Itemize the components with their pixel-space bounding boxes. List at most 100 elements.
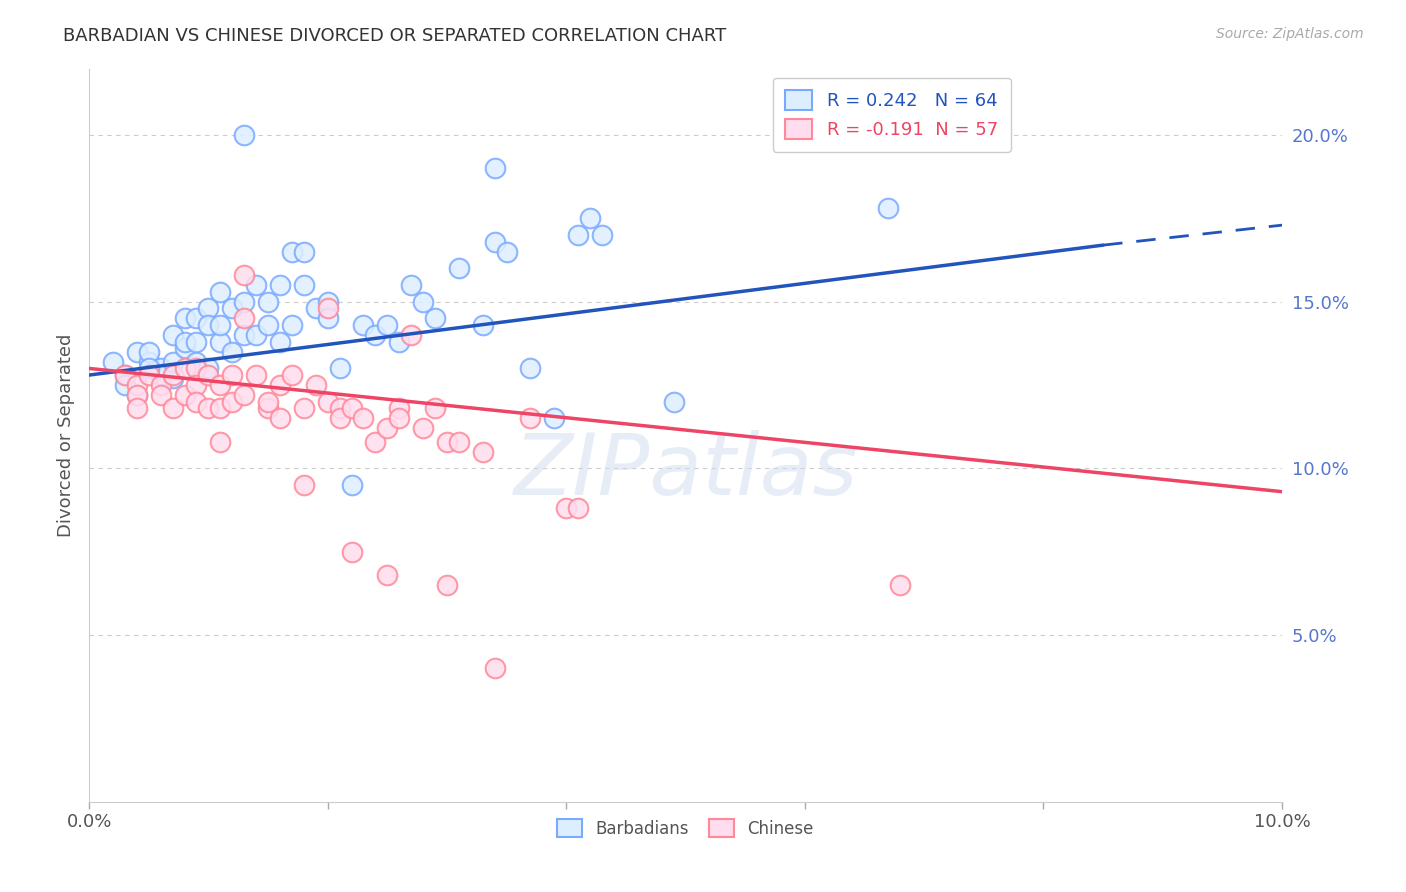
Point [364,328,387,343]
Point [162,401,184,416]
Point [245,278,267,293]
Point [423,311,446,326]
Point [281,244,304,259]
Point [399,328,422,343]
Point [221,368,243,382]
Point [162,368,184,382]
Point [257,394,280,409]
Point [316,311,339,326]
Point [173,342,195,356]
Point [471,444,494,458]
Point [329,361,352,376]
Point [316,394,339,409]
Point [555,501,578,516]
Text: Source: ZipAtlas.com: Source: ZipAtlas.com [1216,27,1364,41]
Point [197,401,219,416]
Point [245,328,267,343]
Text: ZIPatlas: ZIPatlas [513,430,858,513]
Point [375,421,398,435]
Point [221,394,243,409]
Point [209,285,232,299]
Point [173,334,195,349]
Point [149,388,172,402]
Point [197,368,219,382]
Point [567,228,589,243]
Point [138,368,160,382]
Point [375,568,398,582]
Point [388,401,411,416]
Point [662,394,685,409]
Point [173,361,195,376]
Point [567,501,589,516]
Point [138,344,160,359]
Point [233,268,256,282]
Point [281,368,304,382]
Point [543,411,565,425]
Y-axis label: Divorced or Separated: Divorced or Separated [58,334,75,537]
Point [329,401,352,416]
Point [447,261,470,276]
Text: BARBADIAN VS CHINESE DIVORCED OR SEPARATED CORRELATION CHART: BARBADIAN VS CHINESE DIVORCED OR SEPARAT… [63,27,727,45]
Point [340,544,363,558]
Point [292,478,315,492]
Point [412,421,434,435]
Point [125,401,148,416]
Point [292,244,315,259]
Point [484,235,506,249]
Point [209,378,232,392]
Point [316,301,339,316]
Point [221,344,243,359]
Point [245,368,267,382]
Point [162,355,184,369]
Point [889,578,911,592]
Point [186,378,208,392]
Point [209,434,232,449]
Point [305,378,328,392]
Point [125,378,148,392]
Point [269,334,291,349]
Point [281,318,304,332]
Point [353,318,375,332]
Point [138,355,160,369]
Point [447,434,470,449]
Point [138,361,160,376]
Point [329,411,352,425]
Point [519,411,541,425]
Point [114,368,136,382]
Point [186,355,208,369]
Point [233,388,256,402]
Point [114,378,136,392]
Point [209,318,232,332]
Point [149,368,172,382]
Point [340,478,363,492]
Point [186,394,208,409]
Point [412,294,434,309]
Point [233,328,256,343]
Point [484,661,506,675]
Point [101,355,124,369]
Point [484,161,506,176]
Point [877,202,900,216]
Point [186,334,208,349]
Point [233,311,256,326]
Point [173,311,195,326]
Point [257,318,280,332]
Point [197,318,219,332]
Point [209,401,232,416]
Point [257,401,280,416]
Point [173,388,195,402]
Point [436,434,458,449]
Point [495,244,517,259]
Point [423,401,446,416]
Point [591,228,613,243]
Point [305,301,328,316]
Point [292,278,315,293]
Point [221,301,243,316]
Legend: Barbadians, Chinese: Barbadians, Chinese [551,813,821,845]
Point [519,361,541,376]
Point [292,401,315,416]
Point [399,278,422,293]
Point [114,368,136,382]
Point [186,311,208,326]
Point [269,411,291,425]
